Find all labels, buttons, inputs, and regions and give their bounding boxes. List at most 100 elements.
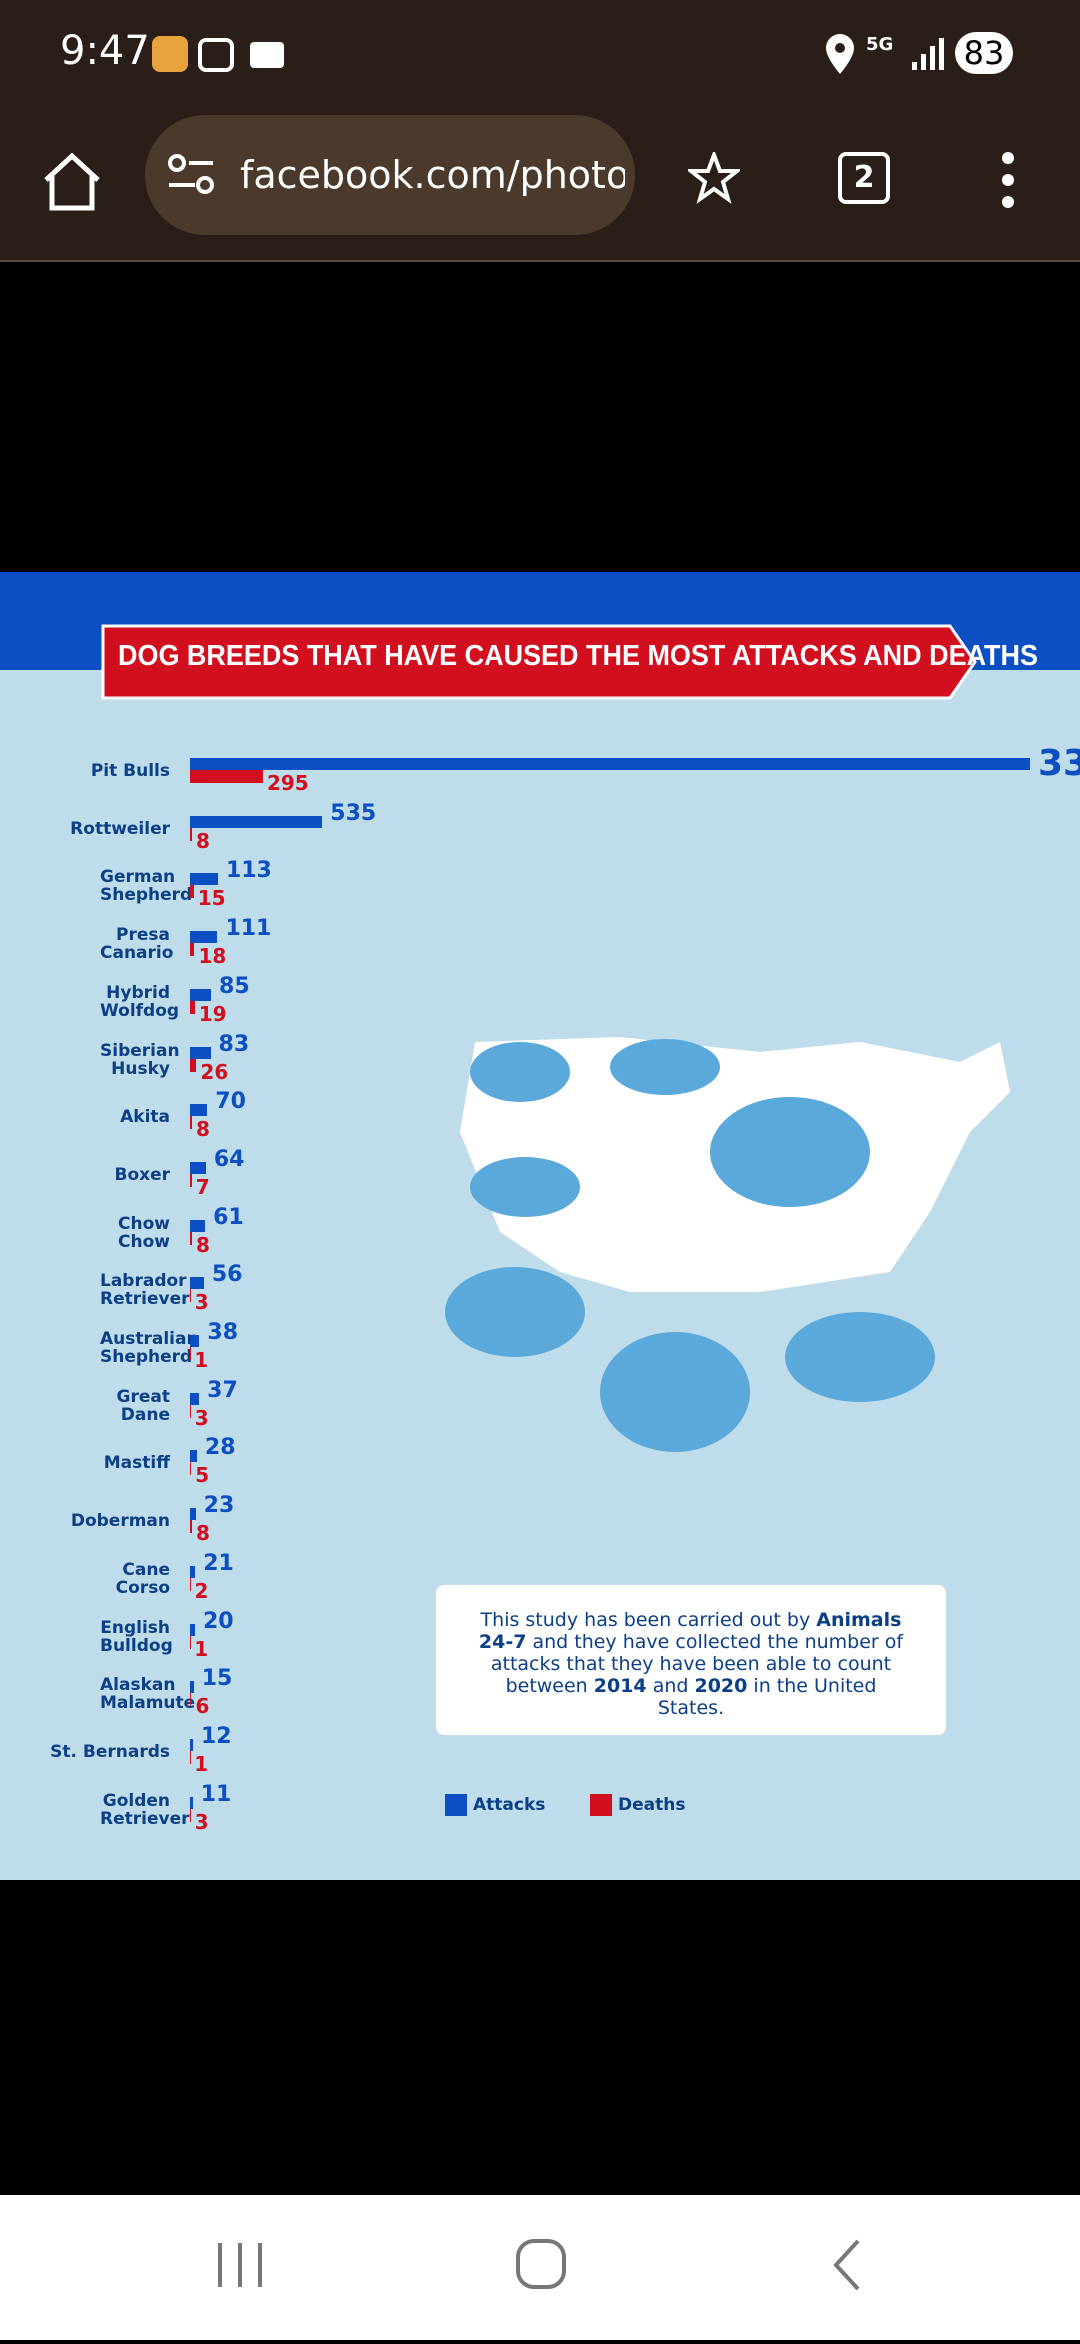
- category-label: Great Dane: [100, 1388, 170, 1424]
- url[interactable]: facebook.com/photo.|: [240, 153, 625, 197]
- attack-value: 85: [219, 974, 250, 999]
- attack-bar: [190, 1797, 193, 1809]
- navigation-bar: [0, 2195, 1080, 2340]
- death-value: 19: [199, 1002, 227, 1026]
- category-label: Chow Chow: [100, 1215, 170, 1251]
- menu-button[interactable]: [995, 150, 1021, 210]
- death-value: 2: [194, 1579, 208, 1603]
- attack-value: 61: [213, 1205, 244, 1230]
- category-label: Mastiff: [30, 1454, 170, 1472]
- death-bar: [190, 1001, 195, 1014]
- death-value: 26: [200, 1060, 228, 1084]
- attack-value: 15: [202, 1666, 233, 1691]
- category-label: German Shepherd: [100, 868, 170, 904]
- category-label: Akita: [30, 1108, 170, 1126]
- death-value: 8: [196, 1521, 210, 1545]
- attack-value: 64: [214, 1147, 245, 1172]
- attack-bar: [190, 1566, 195, 1578]
- death-value: 8: [196, 1233, 210, 1257]
- death-value: 8: [196, 829, 210, 853]
- category-label: Cane Corso: [100, 1561, 170, 1597]
- attack-value: 535: [330, 801, 376, 826]
- attack-bar: [190, 1681, 194, 1693]
- attack-bar: [190, 1162, 206, 1174]
- attack-bar: [190, 1739, 193, 1751]
- category-label: Boxer: [30, 1166, 170, 1184]
- death-value: 1: [194, 1752, 208, 1776]
- death-bar: [190, 1462, 191, 1475]
- attack-value: 38: [207, 1320, 238, 1345]
- browser-toolbar: facebook.com/photo.| 2: [0, 110, 1080, 262]
- death-value: 18: [198, 944, 226, 968]
- infographic: This study has been carried out by Anima…: [0, 572, 1080, 1880]
- category-label: Doberman: [30, 1512, 170, 1530]
- attack-bar: [190, 1450, 197, 1462]
- chart-title: DOG BREEDS THAT HAVE CAUSED THE MOST ATT…: [118, 640, 1038, 673]
- signal-icon: [910, 36, 946, 72]
- death-bar: [190, 1116, 192, 1129]
- death-value: 3: [195, 1810, 209, 1834]
- nav-buttons: [0, 2195, 1080, 2340]
- attack-bar: [190, 816, 322, 828]
- death-bar: [190, 1809, 191, 1822]
- attack-bar: [190, 1047, 211, 1059]
- death-value: 6: [195, 1694, 209, 1718]
- category-label: English Bulldog: [100, 1619, 170, 1655]
- attack-value: 37: [207, 1378, 238, 1403]
- death-bar: [190, 1520, 192, 1533]
- death-bar: [190, 1174, 192, 1187]
- attack-bar: [190, 1335, 199, 1347]
- attack-bar: [190, 1220, 205, 1232]
- attack-value: 23: [204, 1493, 235, 1518]
- death-value: 295: [267, 771, 309, 795]
- death-bar: [190, 1693, 191, 1706]
- attack-value: 21: [203, 1551, 234, 1576]
- death-bar: [190, 943, 194, 956]
- bookmark-button[interactable]: [688, 152, 740, 204]
- attack-value: 20: [203, 1609, 234, 1634]
- tab-count[interactable]: 2: [838, 152, 890, 204]
- attack-value: 11: [201, 1782, 232, 1807]
- address-bar[interactable]: facebook.com/photo.|: [145, 115, 635, 235]
- attack-bar: [190, 989, 211, 1001]
- network-type: 5G: [866, 34, 893, 55]
- site-info-icon[interactable]: [167, 153, 217, 197]
- category-label: Presa Canario: [100, 926, 170, 962]
- attack-bar: [190, 1508, 196, 1520]
- death-value: 8: [196, 1117, 210, 1141]
- category-label: Rottweiler: [30, 820, 170, 838]
- legend-label: Deaths: [618, 1795, 685, 1815]
- attack-bar: [190, 758, 1030, 770]
- notification-icons: [150, 30, 290, 80]
- death-value: 3: [195, 1290, 209, 1314]
- attack-bar: [190, 1393, 199, 1405]
- legend-swatch: [445, 1794, 467, 1816]
- attack-value: 111: [225, 916, 271, 941]
- attack-bar: [190, 1624, 195, 1636]
- home-button[interactable]: [40, 150, 104, 214]
- attack-value: 70: [215, 1089, 246, 1114]
- death-bar: [190, 770, 263, 783]
- attack-bar: [190, 873, 218, 885]
- attack-value: 113: [226, 858, 272, 883]
- category-label: Hybrid Wolfdog: [100, 984, 170, 1020]
- attack-value: 3397: [1038, 743, 1080, 784]
- attack-value: 83: [219, 1032, 250, 1057]
- category-label: Australian Shepherd: [100, 1330, 170, 1366]
- attack-bar: [190, 931, 217, 943]
- death-bar: [190, 885, 194, 898]
- death-bar: [190, 1289, 191, 1302]
- death-value: 15: [198, 886, 226, 910]
- legend-swatch: [590, 1794, 612, 1816]
- attack-bar: [190, 1104, 207, 1116]
- legend-label: Attacks: [473, 1795, 545, 1815]
- status-bar: 9:47 5G 83: [0, 0, 1080, 110]
- death-bar: [190, 828, 192, 841]
- location-icon: [820, 32, 860, 76]
- death-value: 1: [194, 1348, 208, 1372]
- category-label: Alaskan Malamute: [100, 1676, 170, 1712]
- attack-value: 12: [201, 1724, 232, 1749]
- death-value: 1: [194, 1637, 208, 1661]
- death-bar: [190, 1232, 192, 1245]
